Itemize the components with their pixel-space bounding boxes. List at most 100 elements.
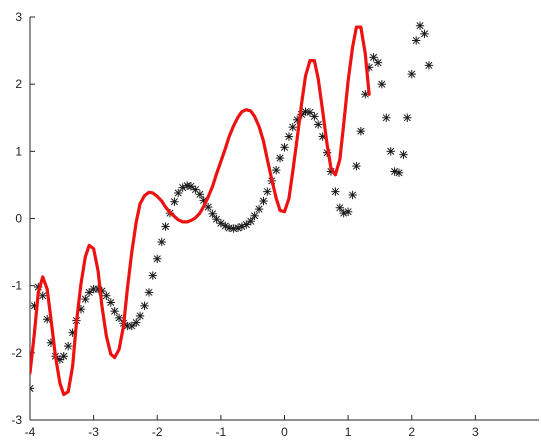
star-stroke bbox=[408, 70, 416, 78]
star-stroke bbox=[209, 210, 217, 218]
data-point bbox=[81, 294, 90, 304]
data-point bbox=[195, 190, 205, 199]
data-point bbox=[263, 187, 272, 196]
data-point bbox=[356, 126, 366, 136]
data-point bbox=[314, 120, 323, 129]
star-stroke bbox=[349, 191, 357, 199]
star-stroke bbox=[153, 255, 161, 263]
star-stroke bbox=[145, 288, 153, 296]
data-point bbox=[348, 190, 357, 200]
data-point bbox=[110, 306, 119, 316]
data-point bbox=[259, 196, 268, 206]
data-point bbox=[246, 216, 255, 226]
data-point bbox=[170, 197, 179, 206]
data-point bbox=[394, 168, 404, 178]
y-tick-label: -1 bbox=[11, 279, 22, 293]
data-point bbox=[331, 187, 340, 196]
data-point bbox=[412, 36, 421, 45]
x-tick-label: 3 bbox=[472, 425, 479, 439]
star-stroke bbox=[30, 384, 34, 390]
x-tick-label: 1 bbox=[345, 425, 352, 439]
star-stroke bbox=[280, 143, 289, 151]
data-point bbox=[144, 288, 154, 297]
star-stroke bbox=[149, 272, 157, 280]
star-stroke bbox=[102, 292, 110, 300]
axes bbox=[29, 16, 539, 421]
star-stroke bbox=[107, 298, 115, 307]
data-point bbox=[63, 341, 73, 351]
data-point bbox=[377, 79, 387, 89]
star-stroke bbox=[310, 112, 318, 120]
star-stroke bbox=[382, 114, 390, 122]
star-stroke bbox=[425, 61, 433, 69]
star-stroke bbox=[259, 197, 268, 205]
star-stroke bbox=[221, 222, 229, 230]
star-stroke bbox=[111, 307, 119, 315]
star-stroke bbox=[314, 120, 322, 129]
data-point bbox=[250, 211, 259, 221]
star-stroke bbox=[140, 302, 149, 310]
data-point bbox=[174, 188, 183, 198]
data-point bbox=[186, 182, 196, 191]
star-stroke bbox=[331, 188, 339, 196]
data-point bbox=[114, 313, 124, 323]
data-point bbox=[153, 254, 162, 263]
star-stroke bbox=[81, 295, 89, 303]
star-stroke bbox=[272, 166, 280, 174]
data-point bbox=[106, 298, 116, 307]
data-point bbox=[229, 224, 238, 233]
star-stroke bbox=[403, 114, 411, 122]
star-stroke bbox=[399, 151, 408, 159]
plot-area bbox=[30, 21, 434, 397]
data-point bbox=[148, 271, 157, 280]
x-tick-label: -2 bbox=[152, 425, 163, 439]
data-point bbox=[382, 113, 391, 122]
data-point bbox=[301, 107, 310, 116]
star-stroke bbox=[204, 203, 212, 211]
star-stroke bbox=[416, 22, 424, 30]
data-point bbox=[403, 113, 412, 122]
star-stroke bbox=[187, 182, 195, 190]
data-point bbox=[212, 214, 221, 224]
data-point bbox=[352, 161, 361, 171]
data-point bbox=[399, 150, 408, 159]
data-point bbox=[335, 203, 345, 212]
star-stroke bbox=[391, 167, 399, 176]
data-point bbox=[280, 143, 289, 152]
data-point bbox=[424, 61, 434, 70]
data-point bbox=[343, 207, 353, 216]
star-stroke bbox=[336, 204, 344, 212]
star-stroke bbox=[251, 212, 259, 220]
data-point bbox=[275, 153, 285, 163]
data-point bbox=[310, 112, 319, 121]
data-point bbox=[216, 219, 226, 228]
star-stroke bbox=[161, 223, 170, 231]
data-point bbox=[288, 122, 297, 132]
y-tick-label: 0 bbox=[15, 212, 22, 226]
x-tick-label: 0 bbox=[281, 425, 288, 439]
star-stroke bbox=[276, 154, 284, 162]
star-stroke bbox=[30, 387, 34, 392]
series-line bbox=[30, 25, 371, 397]
star-stroke bbox=[234, 224, 242, 232]
star-stroke bbox=[412, 36, 420, 45]
data-point bbox=[208, 209, 217, 218]
x-tick-label: -4 bbox=[25, 425, 36, 439]
star-stroke bbox=[60, 352, 68, 360]
data-point bbox=[127, 321, 136, 331]
data-point bbox=[242, 220, 251, 229]
star-stroke bbox=[374, 59, 382, 67]
data-point bbox=[135, 311, 145, 321]
data-point bbox=[284, 132, 294, 141]
star-stroke bbox=[136, 312, 144, 320]
star-stroke bbox=[242, 220, 250, 229]
y-tick-label: 1 bbox=[15, 144, 22, 158]
y-tick-label: -2 bbox=[11, 346, 22, 360]
star-stroke bbox=[357, 127, 365, 135]
star-stroke bbox=[352, 162, 360, 170]
star-stroke bbox=[39, 292, 47, 300]
data-point bbox=[59, 351, 68, 361]
star-stroke bbox=[115, 314, 123, 322]
data-point bbox=[157, 237, 166, 247]
